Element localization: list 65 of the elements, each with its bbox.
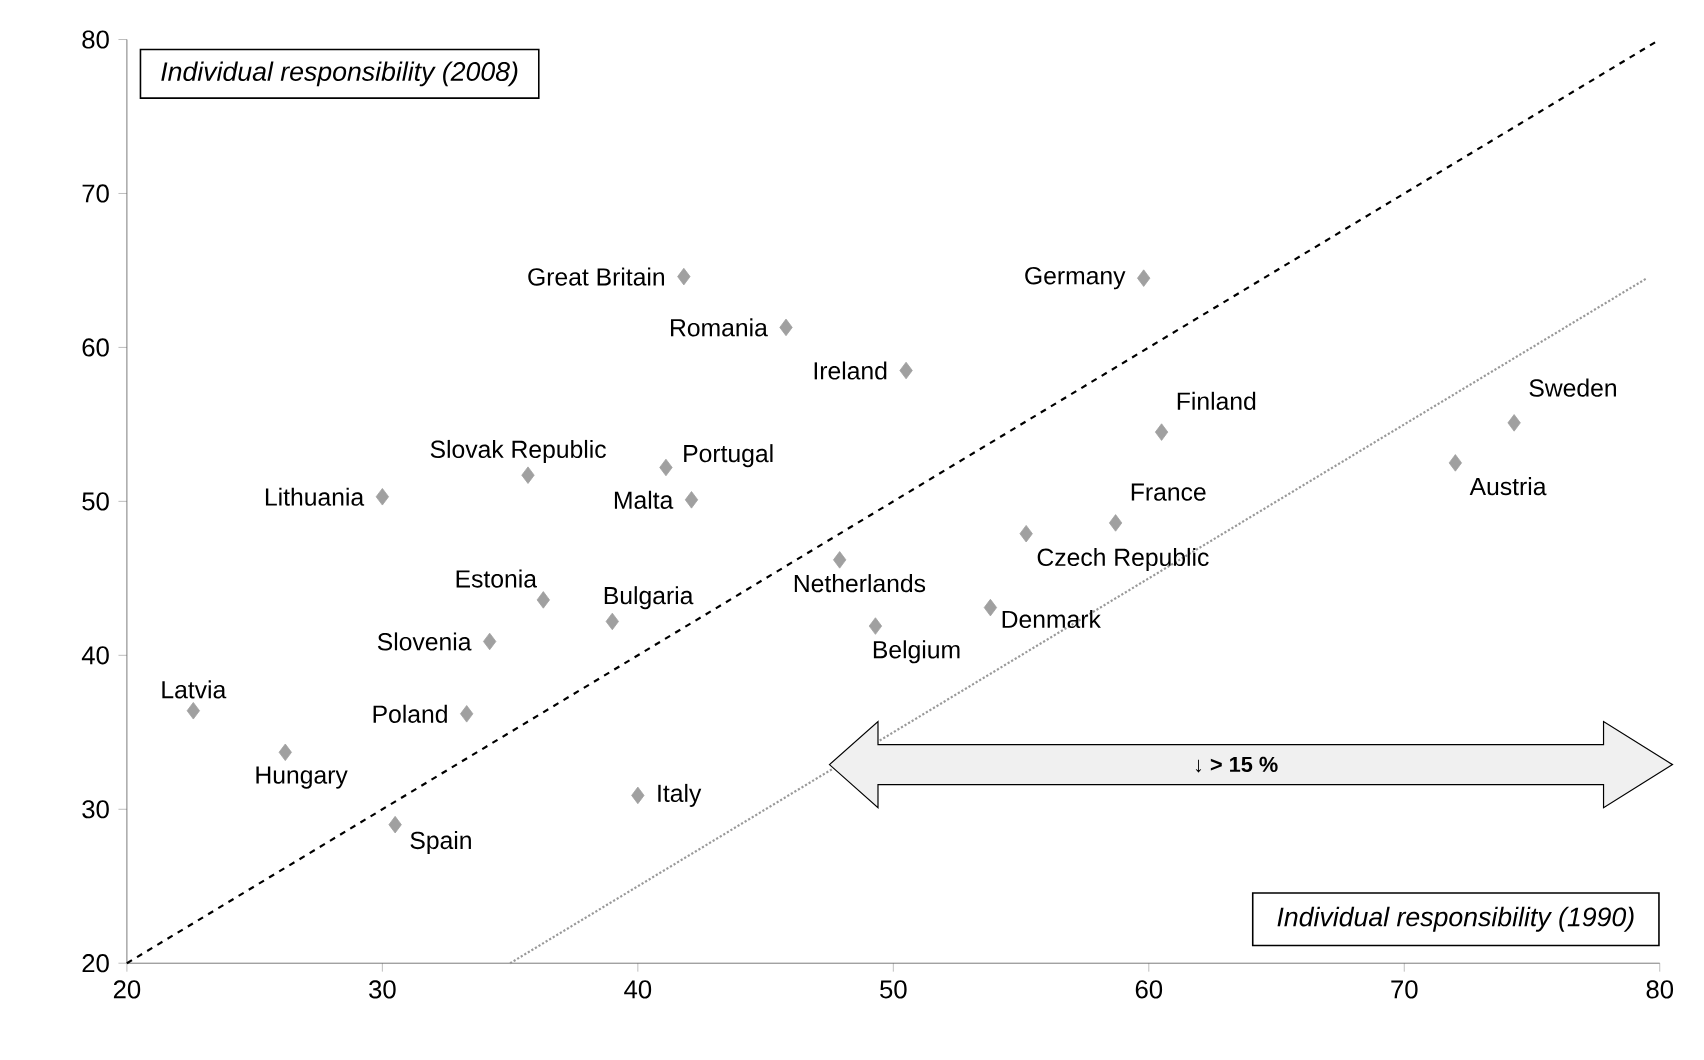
point [536,591,550,609]
x-tick-label: 80 [1646,980,1674,999]
annotation: Italy [658,783,702,807]
annotation: Denmark [1002,609,1101,629]
x-tick-label: 50 [880,980,907,999]
point [659,458,673,477]
point [1448,454,1462,472]
annotation: Malta [614,490,674,509]
annotation: Poland [373,704,447,723]
x-tick-label: 40 [624,980,652,999]
annotation: Belgium [873,640,960,664]
x-tick-label: 70 [1391,980,1418,999]
annotation: Great Britain [528,267,665,286]
annotation: Ireland [814,361,887,380]
point [1507,414,1521,432]
annotation: Hungary [256,766,348,789]
point [460,705,474,723]
point [521,466,535,484]
point [278,743,292,761]
point [1019,524,1033,543]
y-tick-label: 80 [82,30,109,49]
point [868,617,883,635]
annotation: Slovenia [377,632,472,651]
point [833,551,847,569]
annotation: Czech Republic [1037,547,1209,571]
point [605,612,619,631]
point [983,598,998,617]
annotation: Netherlands [794,574,926,593]
annotation: France [1131,483,1206,501]
annotation: ↓ > 15 % [1195,756,1278,773]
x-tick-label: 20 [113,980,141,999]
annotation: Romania [671,318,768,337]
y-tick-label: 40 [81,646,109,665]
x-tick-label: 60 [1135,980,1163,999]
point [779,318,793,337]
annotation: Sweden [1529,378,1616,397]
y-tick-label: 60 [82,338,109,357]
y-tick-label: 70 [82,184,109,203]
annotation: Slovak Republic [430,439,606,463]
point [677,267,691,286]
annotation: Latvia [162,680,227,699]
point [186,702,200,720]
y-axis-title: Individual responsibility (2008) [161,61,518,87]
x-axis-title: Individual responsibility (1990) [1277,906,1634,932]
point [375,488,389,506]
x-tick-label: 30 [369,980,396,999]
annotation: Finland [1177,391,1256,410]
point [1137,269,1151,287]
point [899,361,913,380]
annotation: Portugal [684,444,773,468]
annotation: Spain [410,830,471,854]
y-tick-label: 30 [82,800,109,819]
annotation: Lithuania [265,487,365,506]
point [631,786,645,805]
point [684,491,699,509]
point [1108,514,1123,532]
annotation: Bulgaria [604,586,694,610]
y-tick-label: 20 [82,954,109,973]
y-tick-label: 50 [82,492,109,511]
point [388,815,402,834]
point [1154,423,1169,441]
annotation: Austria [1469,477,1547,496]
annotation: Estonia [456,569,537,588]
point [483,632,497,651]
annotation: Germany [1025,266,1126,290]
